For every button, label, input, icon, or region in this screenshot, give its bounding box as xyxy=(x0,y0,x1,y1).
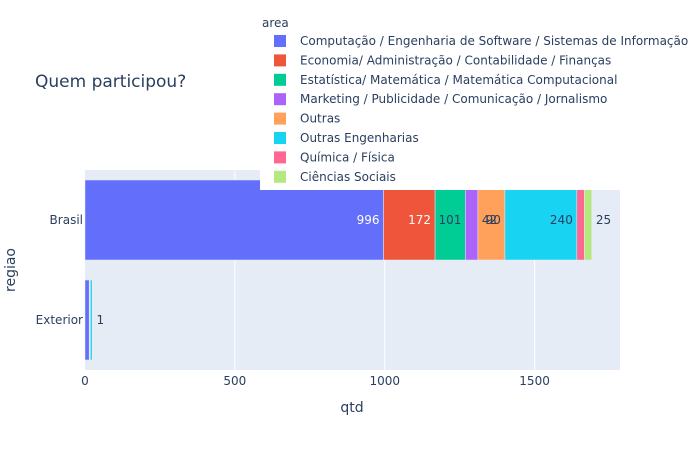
bar-exterior-series-7 xyxy=(91,279,93,361)
x-tick-label-1: 500 xyxy=(223,374,246,388)
legend-label-0: Computação / Engenharia de Software / Si… xyxy=(300,34,688,48)
legend-swatch-4 xyxy=(274,112,286,125)
bar-label-brasil-series-2: 101 xyxy=(438,213,461,227)
y-axis-title: regiao xyxy=(3,248,19,292)
legend-label-4: Outras xyxy=(300,112,340,126)
bar-exterior-series-0 xyxy=(84,279,90,361)
x-tick-label-0: 0 xyxy=(81,374,89,388)
legend-title: area xyxy=(262,16,289,30)
bar-label-brasil-series-5: 240 xyxy=(550,213,573,227)
legend-item-4[interactable]: Outras xyxy=(274,112,340,126)
legend-item-0[interactable]: Computação / Engenharia de Software / Si… xyxy=(274,34,688,48)
bar-brasil-series-6 xyxy=(576,179,585,261)
legend-label-5: Outras Engenharias xyxy=(300,131,419,145)
x-axis-title: qtd xyxy=(340,400,363,416)
bar-brasil-series-4 xyxy=(477,179,506,261)
legend-item-2[interactable]: Estatística/ Matemática / Matemática Com… xyxy=(274,73,617,87)
legend: area Computação / Engenharia de Software… xyxy=(260,10,700,190)
bar-exterior-series-5 xyxy=(90,279,93,361)
y-tick-label-exterior: Exterior xyxy=(36,313,83,327)
legend-label-7: Ciências Sociais xyxy=(300,170,396,184)
legend-item-5[interactable]: Outras Engenharias xyxy=(274,131,419,145)
bar-brasil-series-3 xyxy=(465,179,479,261)
bar-label-brasil-series-0: 996 xyxy=(357,213,380,227)
legend-swatch-2 xyxy=(274,73,286,86)
bar-label-brasil-series-3: 42 xyxy=(482,213,497,227)
bar-label-brasil-series-1: 172 xyxy=(408,213,431,227)
legend-items: Computação / Engenharia de Software / Si… xyxy=(274,34,688,184)
legend-item-6[interactable]: Química / Física xyxy=(274,150,395,164)
y-tick-labels: Brasil Exterior xyxy=(36,213,83,327)
legend-label-1: Economia/ Administração / Contabilidade … xyxy=(300,53,611,67)
bars xyxy=(84,179,593,361)
x-tick-label-2: 1000 xyxy=(369,374,400,388)
legend-label-2: Estatística/ Matemática / Matemática Com… xyxy=(300,73,617,87)
legend-swatch-0 xyxy=(274,35,286,47)
legend-item-3[interactable]: Marketing / Publicidade / Comunicação / … xyxy=(274,92,607,106)
x-tick-label-3: 1500 xyxy=(519,374,550,388)
legend-swatch-7 xyxy=(274,170,286,183)
bar-brasil-series-0 xyxy=(84,179,384,261)
bar-label-exterior-series-7: 1 xyxy=(96,313,104,327)
bar-label-brasil-series-4: 90 xyxy=(486,213,501,227)
bar-brasil-series-5 xyxy=(504,179,578,261)
bar-label-brasil-series-7: 25 xyxy=(596,213,611,227)
bar-brasil-series-7 xyxy=(584,179,593,261)
y-tick-label-brasil: Brasil xyxy=(50,213,83,227)
legend-item-7[interactable]: Ciências Sociais xyxy=(274,170,396,184)
legend-swatch-3 xyxy=(274,93,286,106)
legend-swatch-5 xyxy=(274,132,286,144)
legend-item-1[interactable]: Economia/ Administração / Contabilidade … xyxy=(274,53,611,67)
chart-title: Quem participou? xyxy=(35,72,186,92)
legend-label-3: Marketing / Publicidade / Comunicação / … xyxy=(300,92,607,106)
legend-label-6: Química / Física xyxy=(300,150,395,164)
legend-swatch-6 xyxy=(274,151,286,164)
x-tick-labels: 0 500 1000 1500 xyxy=(81,374,550,388)
legend-background xyxy=(260,10,700,190)
legend-swatch-1 xyxy=(274,54,286,67)
